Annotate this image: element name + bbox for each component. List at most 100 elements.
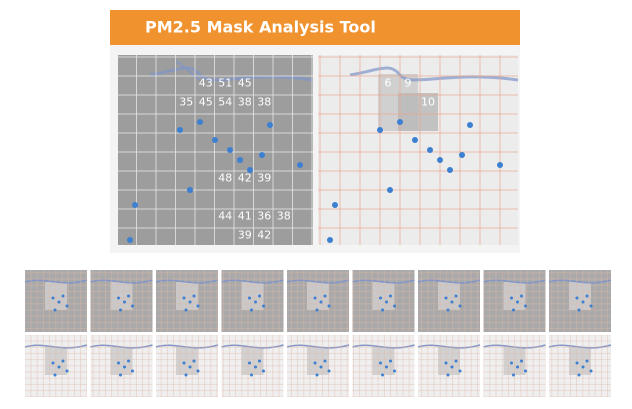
thumbnail-pin: [516, 365, 519, 369]
thumbnail-pin: [254, 365, 257, 369]
map-pin: [132, 202, 138, 208]
thumbnail: [90, 270, 153, 332]
thumbnail: [548, 335, 612, 397]
thumbnail: [90, 335, 153, 397]
map-pin: [332, 202, 338, 208]
thumbnail-grid: [25, 335, 87, 397]
thumbnail-pin: [61, 294, 65, 298]
thumbnail-pin: [123, 300, 126, 304]
grid-cell-value: 39: [257, 172, 271, 185]
thumbnail-grid: [418, 270, 480, 332]
thumbnail-grid: [156, 270, 218, 332]
thumbnail-pin: [131, 304, 134, 308]
thumbnail-grid: [352, 335, 415, 397]
grid-cell-value: 51: [218, 77, 232, 90]
thumbnail-pin: [393, 369, 396, 373]
thumbnail-pin: [385, 300, 388, 304]
thumbnail-pin: [248, 361, 251, 365]
thumbnail-pin: [581, 365, 585, 369]
map-pin: [459, 152, 465, 158]
grid-cell-value: 38: [238, 96, 252, 109]
thumbnail-pin: [323, 294, 327, 298]
thumbnail-pin: [510, 296, 513, 300]
thumbnail-pin: [196, 304, 200, 308]
thumbnail: [352, 335, 415, 397]
thumbnail-pin: [262, 304, 265, 308]
grid-cell-value: 6: [385, 77, 392, 90]
thumbnail-pin: [254, 300, 257, 304]
right-map: [318, 55, 519, 245]
thumbnail: [483, 335, 546, 397]
thumbnail-pin: [258, 294, 261, 298]
thumbnail-pin: [117, 296, 120, 300]
thumbnail-pin: [65, 369, 69, 373]
grid-cell-value: 54: [218, 96, 232, 109]
thumbnail-pin: [51, 361, 55, 365]
thumbnail-pin: [315, 308, 319, 312]
thumbnail-pin: [520, 359, 523, 363]
thumbnail-pin: [585, 294, 589, 298]
thumbnail-pin: [182, 361, 186, 365]
grid-cell-value: 10: [421, 96, 435, 109]
thumbnail: [221, 270, 284, 332]
thumbnail-pin: [512, 373, 515, 377]
thumbnail-pin: [61, 359, 65, 363]
thumbnail-pin: [379, 361, 382, 365]
thumbnail-pin: [127, 294, 130, 298]
thumbnail-grid: [418, 335, 480, 397]
map-pin: [437, 157, 443, 163]
grid-cell-value: 39: [238, 229, 252, 242]
thumbnail-pin: [123, 365, 126, 369]
grid-cell-value: 36: [257, 210, 271, 223]
thumbnail-grid: [287, 270, 349, 332]
map-pin: [227, 147, 233, 153]
thumbnail-pin: [313, 296, 317, 300]
thumbnail-pin: [192, 294, 196, 298]
thumbnail: [286, 335, 350, 397]
thumbnail-pin: [327, 304, 331, 308]
thumbnail: [548, 270, 612, 332]
thumbnail-pin: [589, 304, 593, 308]
thumbnail-pin: [184, 373, 188, 377]
map-pin: [447, 167, 453, 173]
map-pin: [297, 162, 303, 168]
thumbnail-pin: [524, 304, 527, 308]
map-pin: [387, 187, 393, 193]
thumbnail-pin: [319, 365, 323, 369]
thumbnail-pin: [575, 296, 579, 300]
map-pin: [397, 119, 403, 125]
map-pin: [377, 127, 383, 133]
grid-cell-value: 42: [238, 172, 252, 185]
thumbnail-pin: [313, 361, 317, 365]
thumbnail-grid: [549, 335, 611, 397]
grid-cell-value: 38: [277, 210, 291, 223]
thumbnail-pin: [57, 300, 61, 304]
app-title: PM2.5 Mask Analysis Tool: [145, 18, 376, 37]
thumbnail: [155, 270, 219, 332]
grid-cell-value: 41: [238, 210, 252, 223]
grid-cell-value: 38: [257, 96, 271, 109]
thumbnail-pin: [581, 300, 585, 304]
thumbnail-grid: [156, 335, 218, 397]
thumbnail-pin: [520, 294, 523, 298]
thumbnail-pin: [57, 365, 61, 369]
thumbnail: [24, 270, 88, 332]
thumbnail-pin: [585, 359, 589, 363]
thumbnail-pin: [444, 296, 448, 300]
map-pin: [327, 237, 333, 243]
thumbnail-pin: [131, 369, 134, 373]
thumbnail-pin: [458, 369, 462, 373]
map-pin: [187, 187, 193, 193]
grid-cell-value: 45: [238, 77, 252, 90]
thumbnail-pin: [182, 296, 186, 300]
thumbnail-pin: [188, 365, 192, 369]
map-pin: [237, 157, 243, 163]
thumbnail-grid: [549, 270, 611, 332]
thumbnail-pin: [323, 359, 327, 363]
thumbnail-pin: [119, 373, 122, 377]
thumbnail-pin: [119, 308, 122, 312]
thumbnail: [286, 270, 350, 332]
thumbnail-pin: [51, 296, 55, 300]
thumbnail-pin: [524, 369, 527, 373]
thumbnail-pin: [454, 359, 458, 363]
